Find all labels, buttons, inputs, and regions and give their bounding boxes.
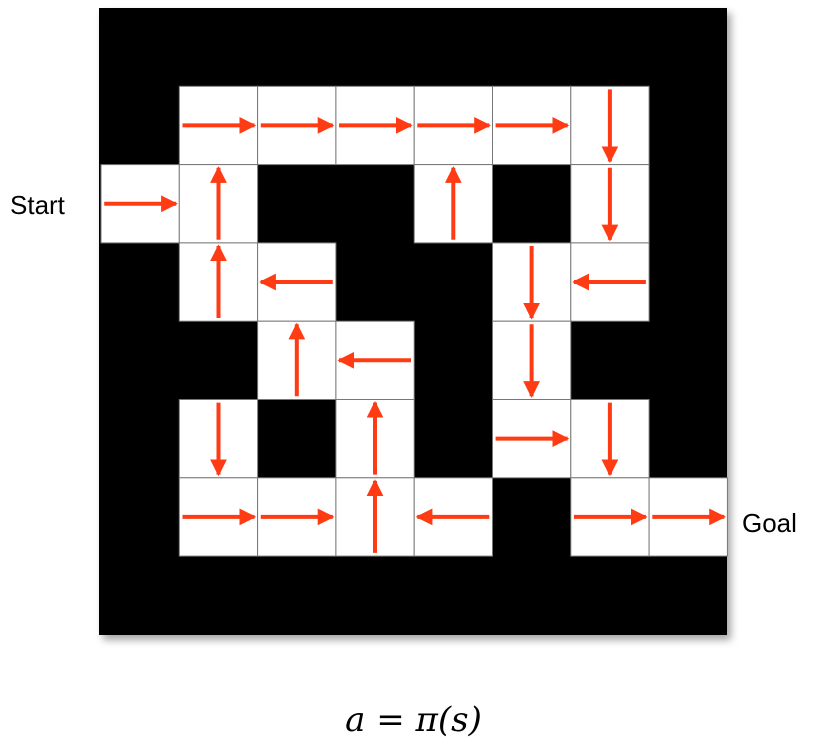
- start-label: Start: [10, 190, 65, 220]
- policy-maze-diagram: [99, 8, 728, 635]
- policy-equation: a = π(s): [345, 700, 482, 740]
- goal-label: Goal: [742, 508, 797, 538]
